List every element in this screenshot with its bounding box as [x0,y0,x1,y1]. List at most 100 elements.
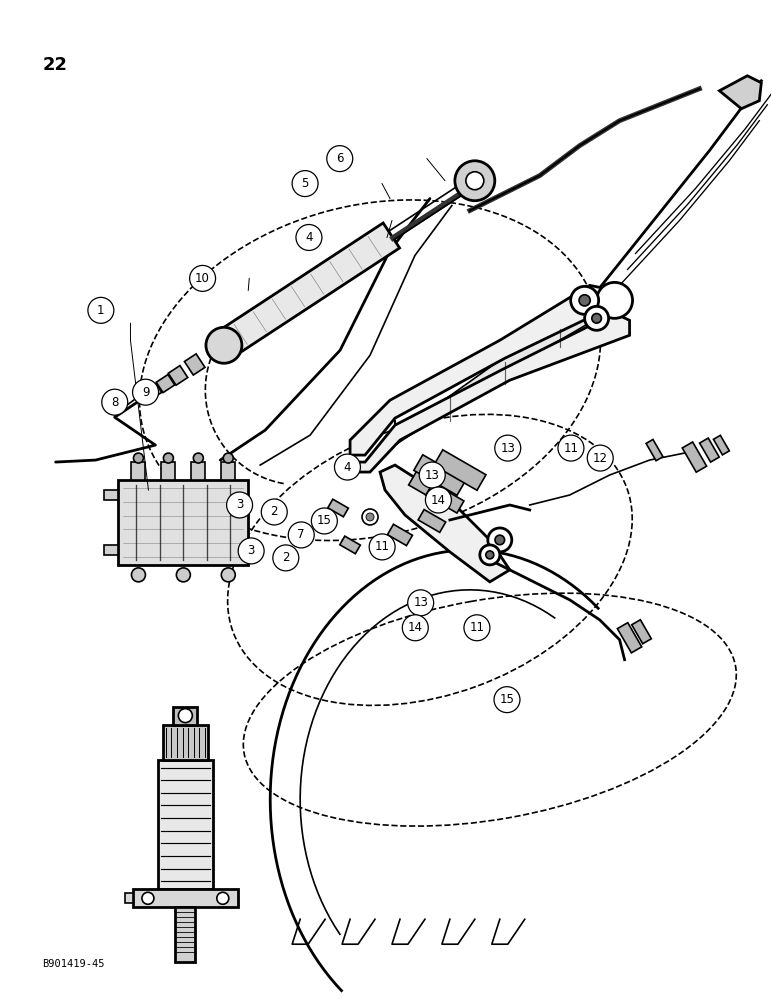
Polygon shape [328,499,348,517]
Polygon shape [388,524,412,546]
Circle shape [222,568,235,582]
Circle shape [206,327,242,363]
Bar [103,490,118,500]
Text: 11: 11 [469,621,485,634]
FancyBboxPatch shape [191,462,205,480]
Polygon shape [215,223,400,358]
Circle shape [374,542,390,558]
Text: 2: 2 [282,551,290,564]
Circle shape [579,295,591,306]
Circle shape [288,522,314,548]
Circle shape [587,445,613,471]
Circle shape [142,892,154,904]
Polygon shape [350,313,629,472]
Circle shape [334,454,361,480]
Circle shape [495,535,505,545]
Circle shape [366,513,374,521]
Text: 13: 13 [425,469,440,482]
Circle shape [488,528,512,552]
Circle shape [273,545,299,571]
Polygon shape [713,435,730,455]
Text: 22: 22 [42,56,68,74]
Polygon shape [395,293,615,445]
Text: 15: 15 [499,693,514,706]
Circle shape [296,224,322,250]
Polygon shape [618,623,642,653]
Circle shape [455,161,495,201]
Circle shape [584,306,608,330]
Polygon shape [408,471,451,505]
Polygon shape [720,76,761,109]
Polygon shape [682,442,706,472]
Circle shape [369,534,395,560]
Polygon shape [631,620,652,644]
Circle shape [571,286,598,314]
Polygon shape [426,483,464,513]
FancyBboxPatch shape [118,480,249,565]
Text: 9: 9 [142,386,149,399]
Polygon shape [144,384,161,400]
Circle shape [362,509,378,525]
Circle shape [311,508,337,534]
Polygon shape [350,285,615,455]
Circle shape [88,297,113,323]
Circle shape [292,171,318,197]
Circle shape [217,892,229,904]
Text: 7: 7 [297,528,305,541]
Circle shape [425,487,452,513]
Text: 6: 6 [336,152,344,165]
Circle shape [327,146,353,172]
Bar [174,707,198,725]
Circle shape [378,546,386,554]
Circle shape [558,435,584,461]
Circle shape [592,314,601,323]
Text: 11: 11 [374,540,390,553]
Text: 13: 13 [500,442,515,455]
Circle shape [178,709,192,723]
Bar [175,907,195,962]
Text: 4: 4 [305,231,313,244]
Bar [103,545,118,555]
Circle shape [466,172,484,190]
Polygon shape [185,354,205,375]
Bar [133,889,238,907]
Circle shape [193,453,203,463]
Circle shape [227,492,252,518]
Bar [158,760,213,889]
Polygon shape [699,438,720,462]
Polygon shape [459,165,490,197]
Circle shape [134,453,144,463]
Circle shape [402,615,428,641]
Text: 4: 4 [344,461,351,474]
Circle shape [261,499,287,525]
Polygon shape [414,455,466,495]
Bar [163,725,208,760]
Bar [125,893,133,903]
Circle shape [131,568,145,582]
Polygon shape [380,465,510,582]
Circle shape [176,568,191,582]
Text: 1: 1 [97,304,105,317]
Circle shape [419,462,445,488]
Polygon shape [646,439,663,461]
FancyBboxPatch shape [161,462,175,480]
Circle shape [494,687,520,713]
Circle shape [164,453,174,463]
Text: 5: 5 [301,177,309,190]
Text: 10: 10 [195,272,210,285]
Polygon shape [168,366,188,385]
Text: 15: 15 [317,514,332,527]
Circle shape [408,590,434,616]
FancyBboxPatch shape [131,462,145,480]
Circle shape [486,551,494,559]
Circle shape [495,435,521,461]
Polygon shape [434,450,486,490]
Text: 8: 8 [111,396,118,409]
Text: 3: 3 [236,498,243,511]
Text: 3: 3 [248,544,255,557]
Text: 11: 11 [564,442,578,455]
Circle shape [239,538,264,564]
Circle shape [190,265,215,291]
Text: 12: 12 [593,452,608,465]
Text: 14: 14 [431,493,446,506]
